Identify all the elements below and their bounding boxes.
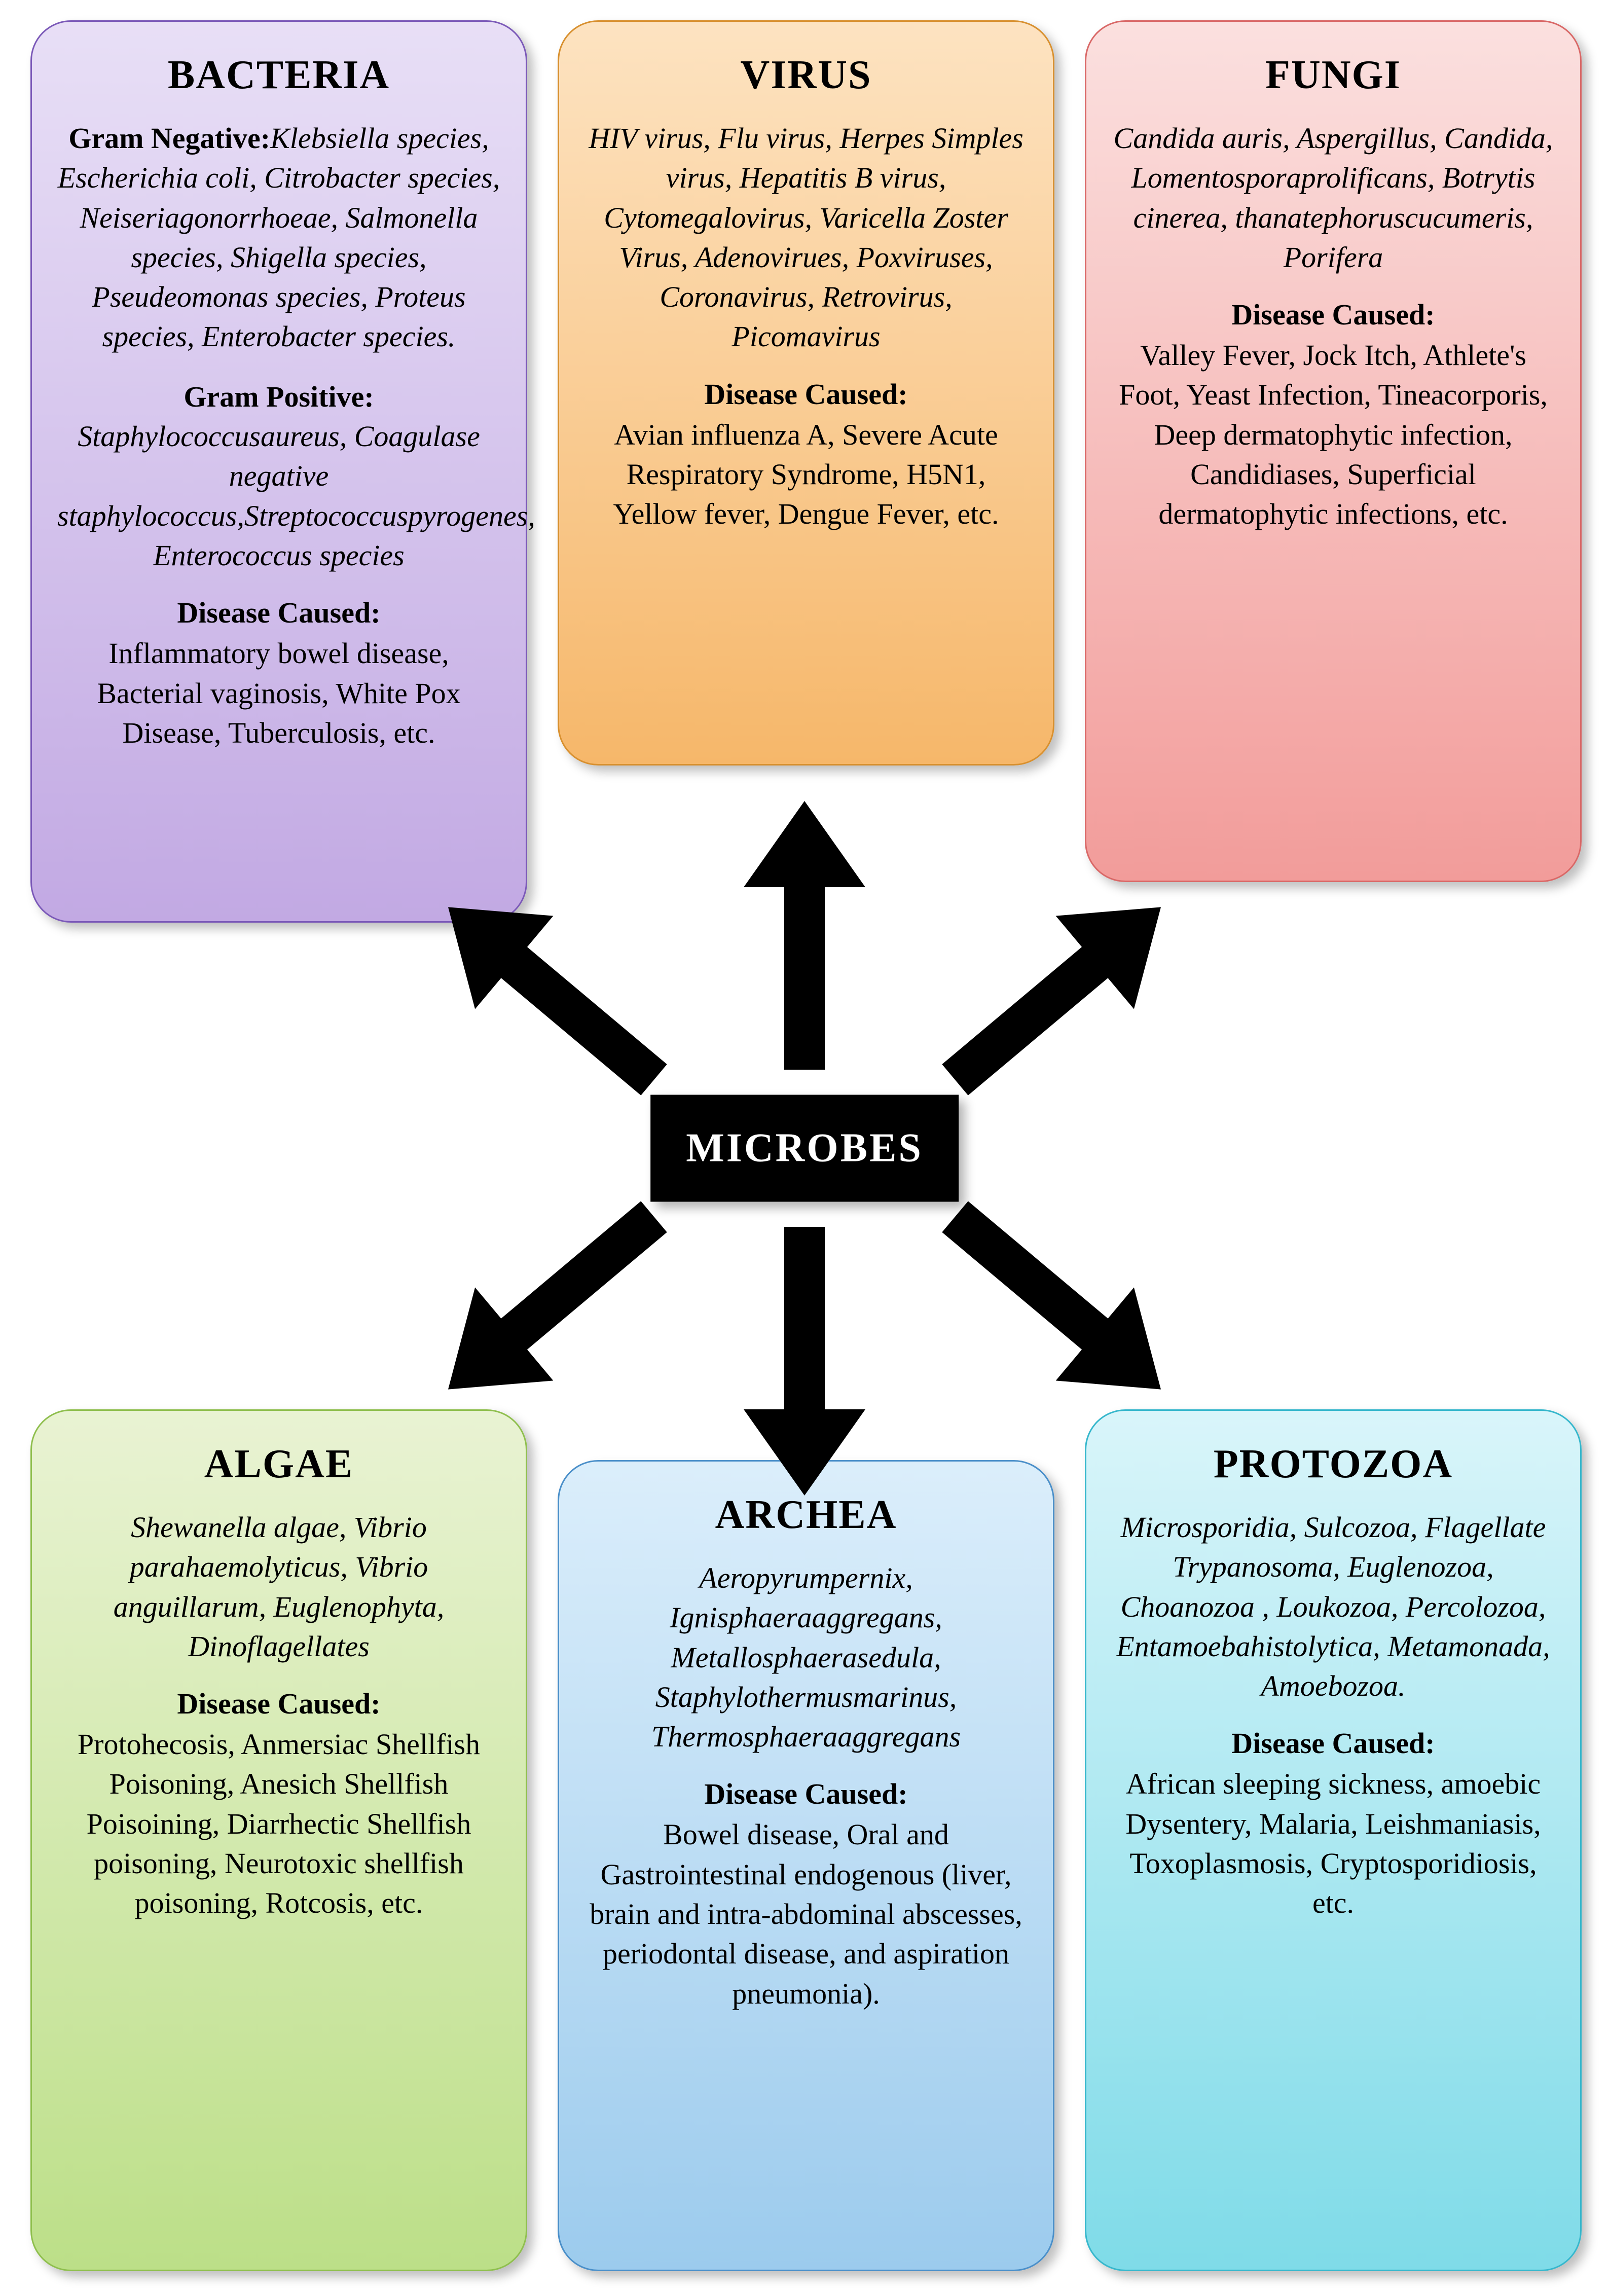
hub-microbes: MICROBES [650, 1095, 959, 1201]
